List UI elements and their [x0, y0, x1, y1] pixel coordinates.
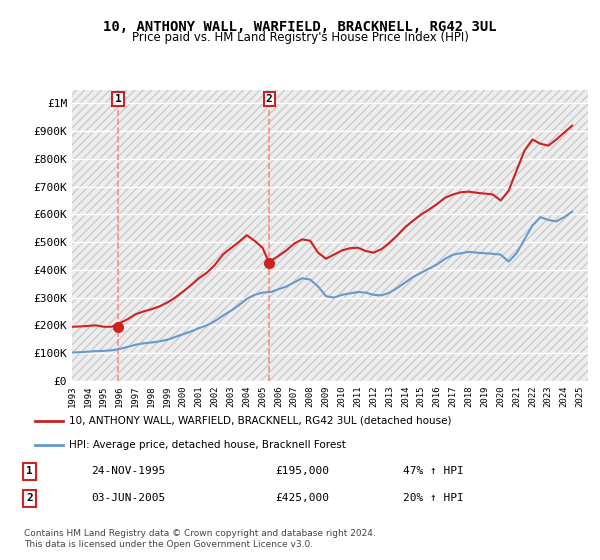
Text: £425,000: £425,000: [275, 493, 329, 503]
Text: Price paid vs. HM Land Registry's House Price Index (HPI): Price paid vs. HM Land Registry's House …: [131, 31, 469, 44]
Text: 2: 2: [266, 94, 272, 104]
Text: Contains HM Land Registry data © Crown copyright and database right 2024.
This d: Contains HM Land Registry data © Crown c…: [24, 529, 376, 549]
Text: 03-JUN-2005: 03-JUN-2005: [91, 493, 165, 503]
Text: HPI: Average price, detached house, Bracknell Forest: HPI: Average price, detached house, Brac…: [68, 440, 346, 450]
Text: 20% ↑ HPI: 20% ↑ HPI: [403, 493, 464, 503]
Text: 1: 1: [26, 466, 33, 477]
Text: 24-NOV-1995: 24-NOV-1995: [91, 466, 165, 477]
Text: 10, ANTHONY WALL, WARFIELD, BRACKNELL, RG42 3UL (detached house): 10, ANTHONY WALL, WARFIELD, BRACKNELL, R…: [68, 416, 451, 426]
Text: 47% ↑ HPI: 47% ↑ HPI: [403, 466, 464, 477]
Text: 10, ANTHONY WALL, WARFIELD, BRACKNELL, RG42 3UL: 10, ANTHONY WALL, WARFIELD, BRACKNELL, R…: [103, 20, 497, 34]
Text: 1: 1: [115, 94, 121, 104]
Text: £195,000: £195,000: [275, 466, 329, 477]
Text: 2: 2: [26, 493, 33, 503]
